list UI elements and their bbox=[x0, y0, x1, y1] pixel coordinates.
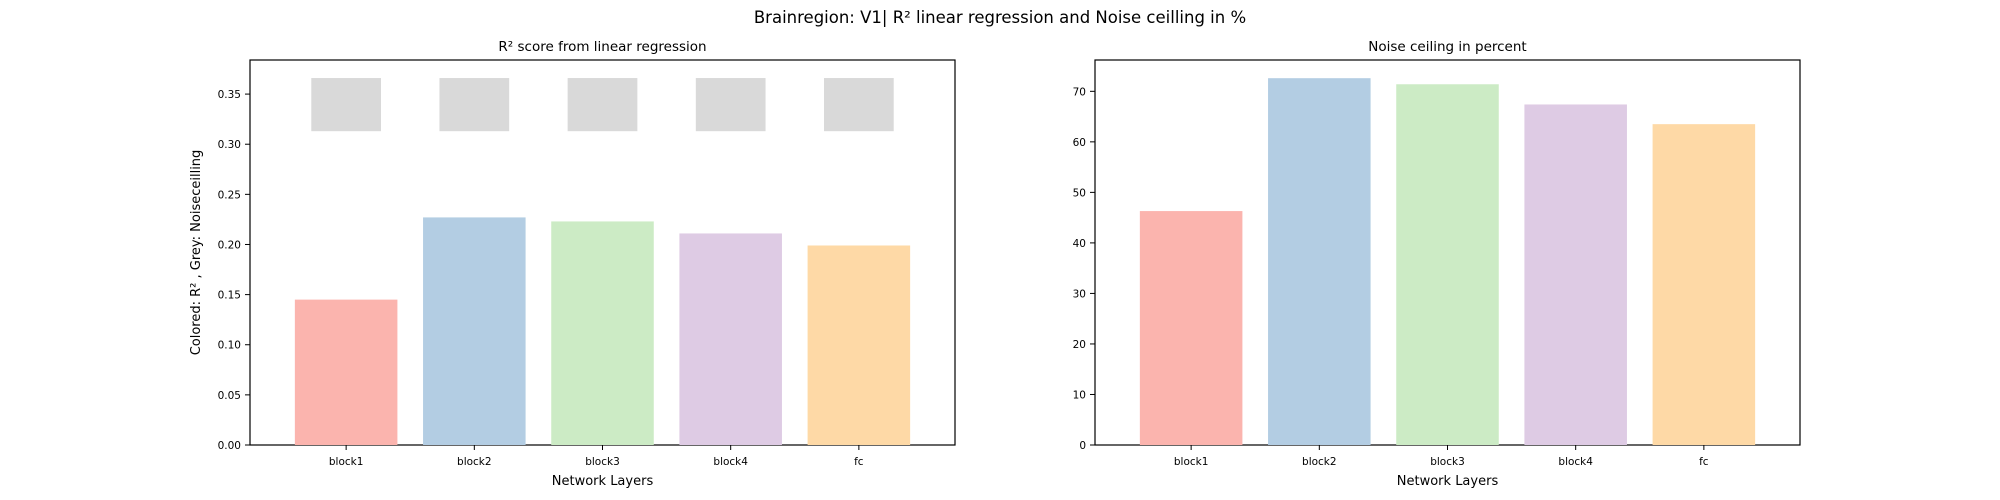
r2-x-tick-label: block2 bbox=[457, 456, 492, 468]
nc-x-tick-label: block2 bbox=[1302, 456, 1337, 468]
nc-bar-block1 bbox=[1139, 211, 1243, 445]
r2-x-tick-label: block1 bbox=[329, 456, 364, 468]
r2-y-tick-label: 0.25 bbox=[218, 189, 241, 201]
nc-x-tick-label: block4 bbox=[1558, 456, 1593, 468]
nc-x-tick-label: block1 bbox=[1174, 456, 1209, 468]
r2-noise-ceiling-block3 bbox=[567, 78, 638, 132]
nc-x-tick-label: fc bbox=[1699, 456, 1709, 468]
r2-bar-block2 bbox=[423, 217, 526, 445]
r2-chart-title: R² score from linear regression bbox=[498, 39, 706, 55]
nc-y-tick-label: 30 bbox=[1073, 288, 1086, 300]
r2-noise-ceiling-fc bbox=[823, 78, 894, 132]
nc-y-tick-label: 0 bbox=[1079, 440, 1086, 452]
r2-x-axis-title: Network Layers bbox=[552, 474, 654, 489]
r2-noise-ceiling-block1 bbox=[311, 78, 382, 132]
r2-x-tick-label: block3 bbox=[585, 456, 620, 468]
r2-y-tick-label: 0.20 bbox=[218, 239, 241, 251]
nc-bar-block4 bbox=[1524, 104, 1627, 445]
r2-bar-block4 bbox=[679, 233, 782, 445]
r2-y-axis-title: Colored: R² , Grey: Noiseceilling bbox=[189, 150, 204, 356]
r2-y-tick-label: 0.10 bbox=[218, 340, 241, 352]
r2-noise-ceiling-block4 bbox=[695, 78, 766, 132]
r2-noise-ceiling-block2 bbox=[439, 78, 510, 132]
nc-y-tick-label: 10 bbox=[1073, 389, 1086, 401]
r2-x-tick-label: fc bbox=[854, 456, 864, 468]
nc-x-axis-title: Network Layers bbox=[1397, 474, 1499, 489]
nc-chart-title: Noise ceiling in percent bbox=[1368, 39, 1526, 55]
noise-ceiling-chart: Noise ceiling in percent 0 10 20 30 40 50 60 70 b… bbox=[1073, 39, 1801, 489]
nc-x-tick-label: block3 bbox=[1430, 456, 1465, 468]
nc-y-tick-label: 40 bbox=[1073, 238, 1086, 250]
nc-y-tick-label: 20 bbox=[1073, 339, 1086, 351]
r2-regression-chart: R² score from linear regression 0.00 0.05 0… bbox=[189, 39, 956, 489]
figure-suptitle: Brainregion: V1| R² linear regression an… bbox=[754, 8, 1246, 27]
r2-x-tick-label: block4 bbox=[713, 456, 748, 468]
r2-y-tick-label: 0.35 bbox=[218, 89, 241, 101]
nc-y-tick-label: 70 bbox=[1073, 86, 1086, 98]
nc-y-tick-label: 50 bbox=[1073, 187, 1086, 199]
r2-y-tick-label: 0.05 bbox=[218, 390, 241, 402]
r2-bar-block1 bbox=[294, 299, 398, 445]
r2-bar-fc bbox=[807, 245, 911, 445]
nc-bar-fc bbox=[1652, 124, 1756, 446]
nc-bar-block2 bbox=[1268, 78, 1371, 446]
nc-y-tick-label: 60 bbox=[1073, 137, 1086, 149]
r2-y-tick-label: 0.15 bbox=[218, 290, 241, 302]
r2-y-tick-label: 0.30 bbox=[218, 139, 241, 151]
r2-bar-block3 bbox=[551, 221, 654, 445]
nc-bar-block3 bbox=[1396, 84, 1499, 446]
r2-y-tick-label: 0.00 bbox=[218, 440, 241, 452]
